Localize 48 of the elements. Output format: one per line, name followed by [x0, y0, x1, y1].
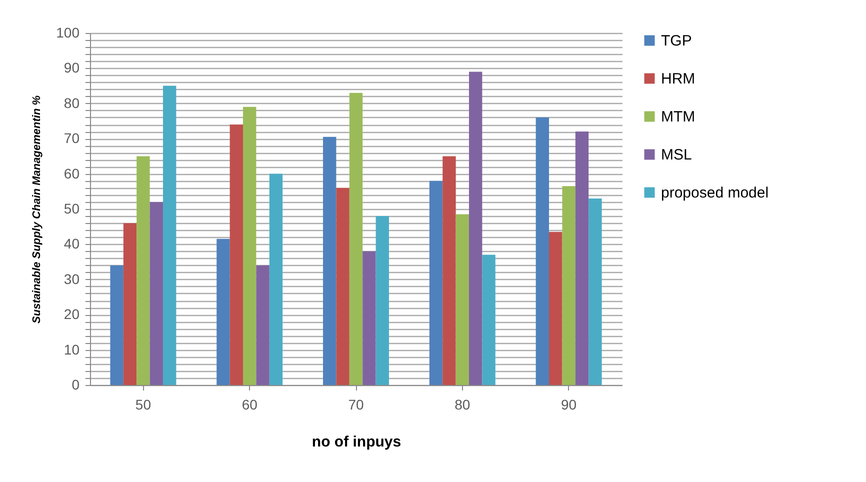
bar [256, 265, 270, 385]
y-tick-label: 30 [64, 270, 80, 287]
y-tick-label: 10 [64, 341, 80, 358]
x-tick-label: 90 [561, 396, 577, 412]
bar [336, 188, 350, 385]
y-tick-label: 90 [64, 60, 80, 76]
y-axis-title: Sustainable Supply Chain Managementin % [31, 95, 44, 324]
legend-label: MSL [661, 146, 692, 164]
y-tick-label: 80 [64, 94, 80, 111]
bar [110, 265, 124, 385]
bar [575, 132, 589, 385]
x-tick-label: 50 [135, 396, 152, 412]
bar [442, 156, 456, 385]
bar [536, 117, 550, 385]
bar [230, 124, 244, 385]
bar [482, 254, 496, 385]
y-tick-label: 50 [64, 200, 80, 216]
y-tick-label: 60 [64, 165, 80, 182]
bar [150, 202, 163, 385]
bar [349, 92, 363, 385]
bar [429, 180, 443, 385]
bar [456, 214, 469, 385]
y-tick-label: 70 [64, 130, 80, 146]
legend-label: TGP [661, 32, 692, 50]
y-tick-label: 0 [72, 376, 80, 392]
x-axis-title: no of inpuys [312, 434, 402, 450]
bar [468, 72, 482, 385]
bar [216, 238, 230, 385]
bar [376, 216, 389, 385]
x-tick-label: 60 [242, 396, 258, 412]
legend-label: proposed model [661, 184, 769, 202]
bar [549, 232, 562, 385]
bar [562, 186, 576, 385]
x-tick-label: 70 [348, 396, 364, 412]
y-tick-label: 40 [64, 236, 80, 252]
y-tick-label: 100 [56, 24, 80, 40]
y-tick-label: 20 [64, 306, 80, 322]
bar [362, 251, 376, 385]
legend-label: MTM [661, 108, 696, 126]
bar [123, 223, 137, 385]
bar [269, 174, 283, 385]
bar [162, 86, 176, 385]
bar [588, 198, 602, 385]
bar [243, 106, 256, 385]
bar [323, 136, 336, 385]
x-tick-label: 80 [454, 396, 470, 412]
legend-label: HRM [661, 70, 696, 88]
bar [136, 156, 150, 385]
